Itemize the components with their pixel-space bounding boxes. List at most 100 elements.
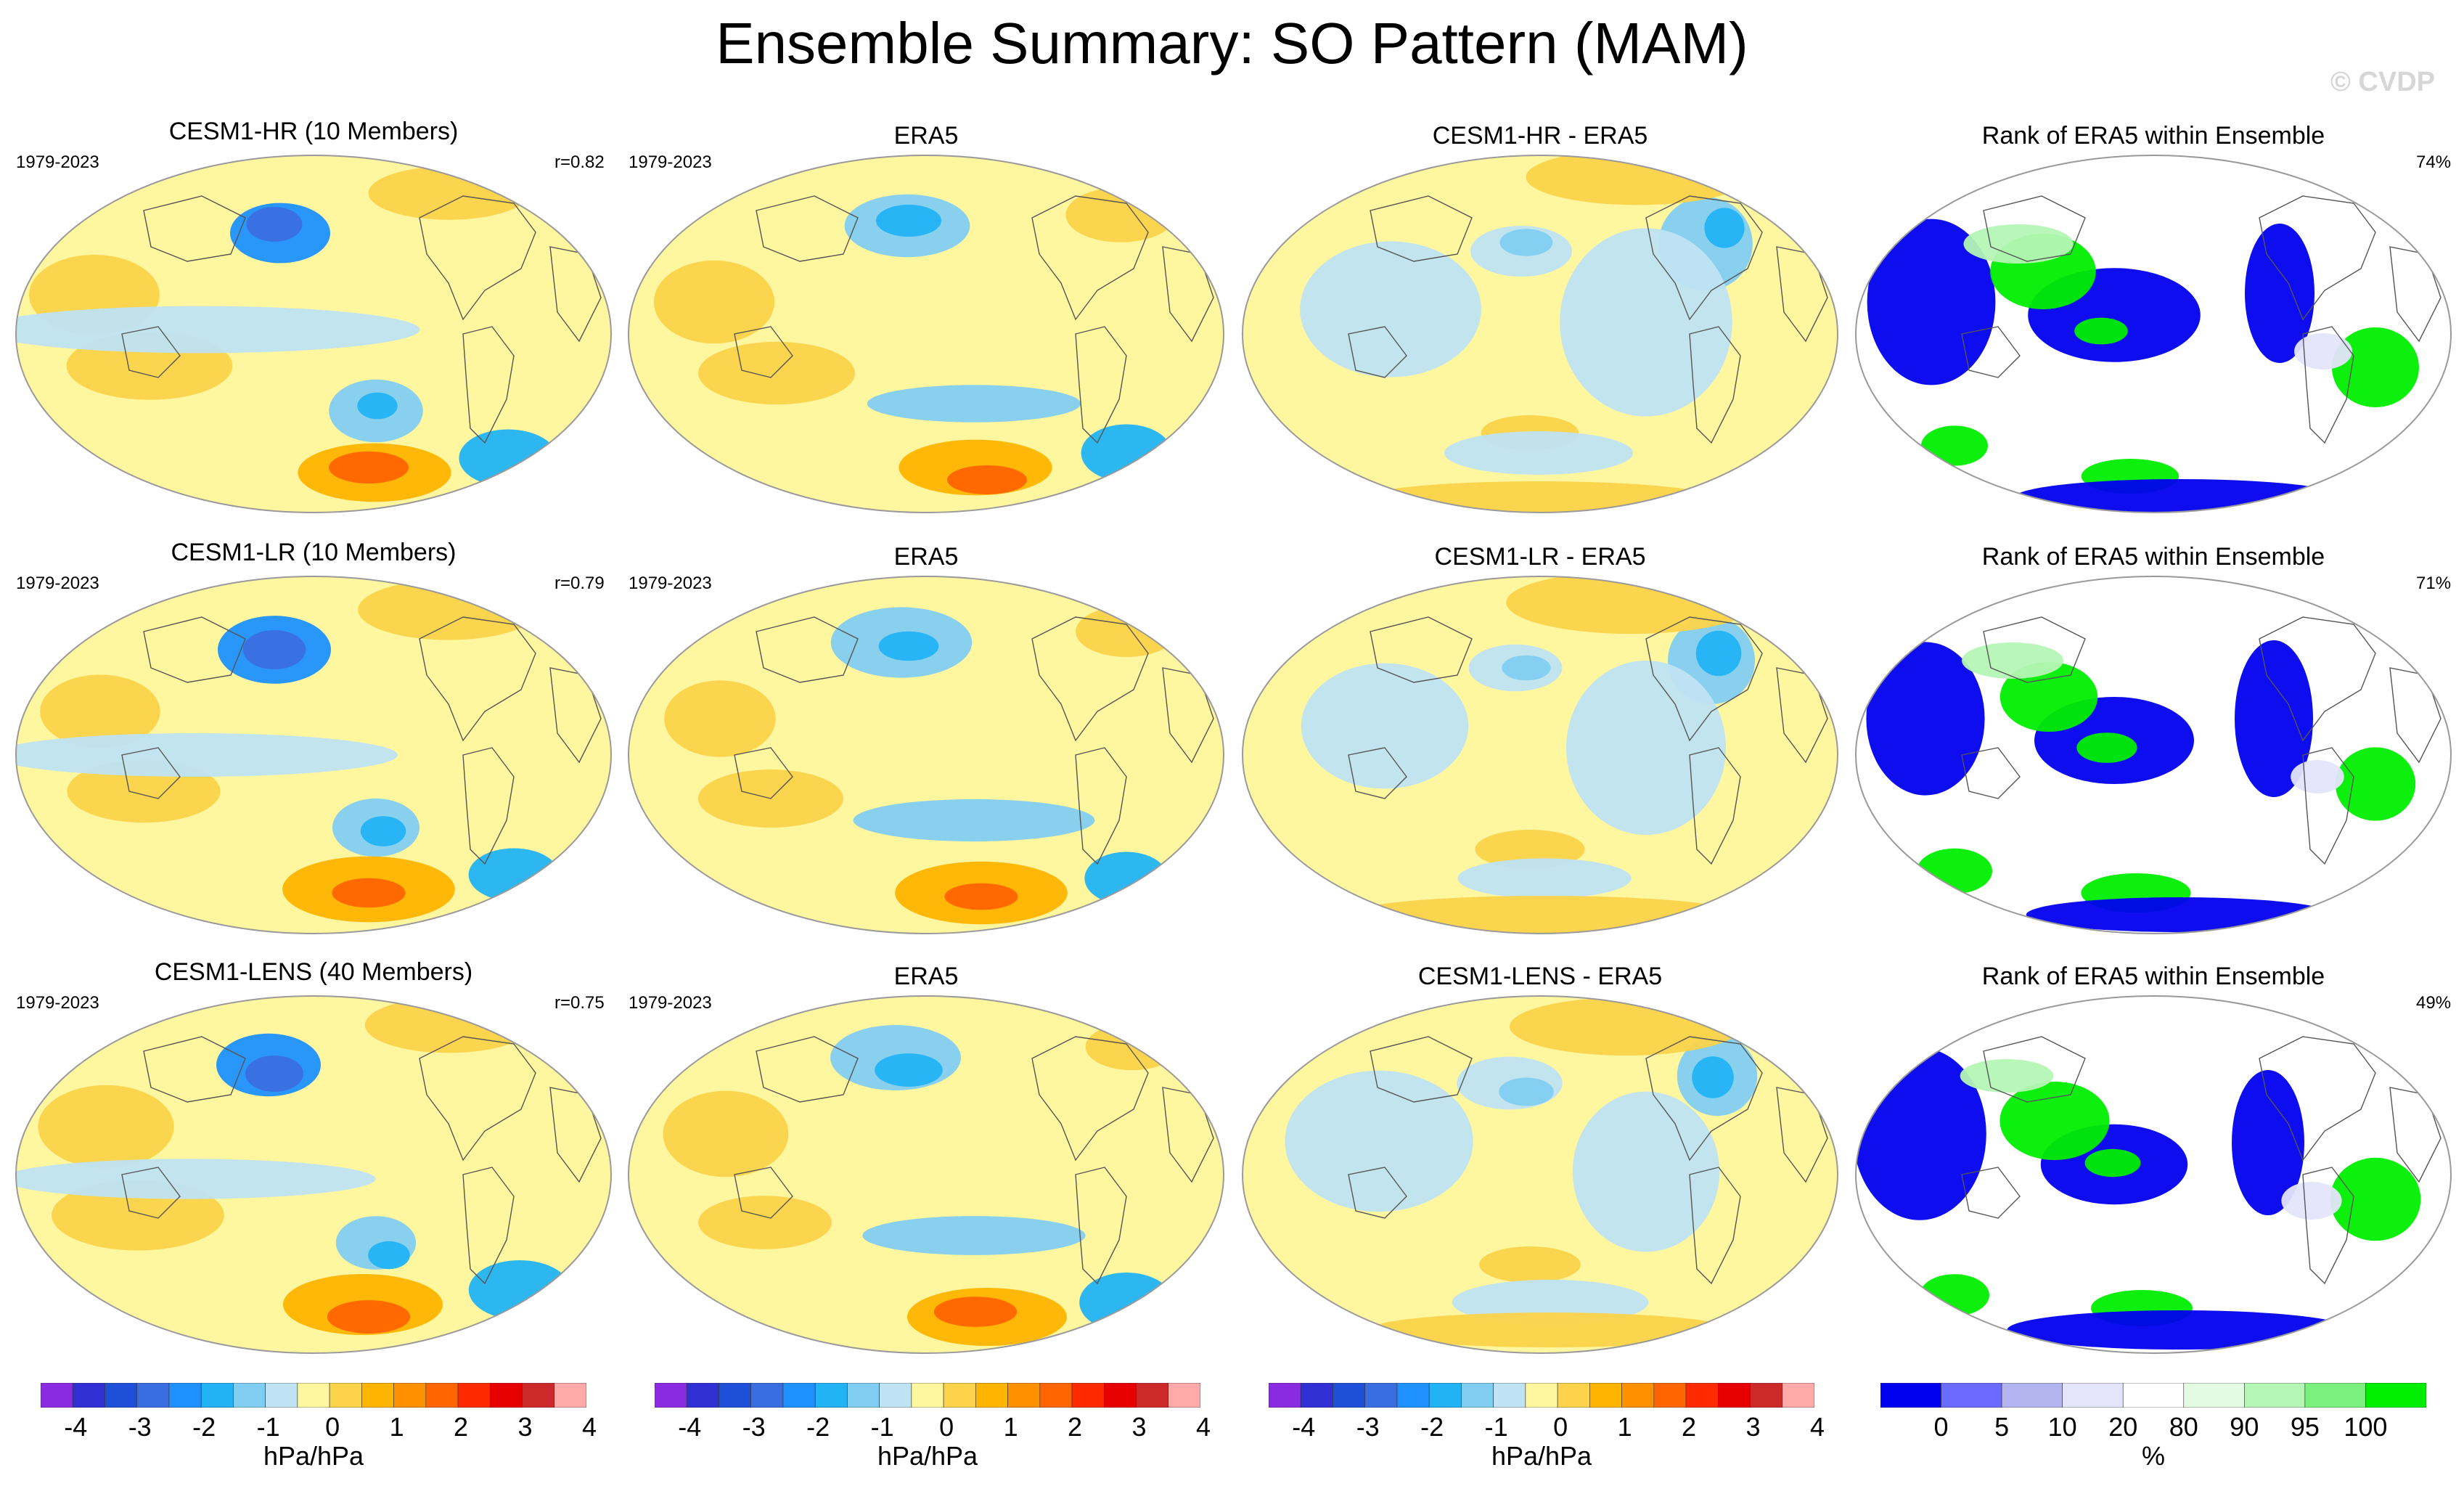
anomaly-region: [468, 848, 560, 902]
anomaly-region: [2335, 747, 2416, 821]
anomaly-region: [357, 392, 398, 420]
colorbar-swatch: [105, 1383, 138, 1408]
panel-title-model-row3: CESM1-LENS (40 Members): [154, 958, 473, 986]
colorbar-swatch: [457, 1383, 491, 1408]
colorbar-tick-label: 0: [325, 1412, 340, 1442]
coastline: [2302, 1167, 2354, 1285]
panel-title-rank-row2: Rank of ERA5 within Ensemble: [1981, 543, 2325, 571]
colorbar-swatch: [425, 1383, 459, 1408]
anomaly-region: [1301, 663, 1469, 789]
colorbar-tick-label: 0: [1553, 1412, 1568, 1442]
watermark: © CVDP: [2330, 67, 2435, 97]
anomaly-region: [1695, 630, 1742, 677]
anomaly-region: [2245, 224, 2314, 363]
coastline: [1689, 326, 1741, 444]
colorbar-rank: [1880, 1383, 2426, 1408]
period-label: 1979-2023: [16, 573, 99, 593]
anomaly-region: [853, 799, 1095, 842]
anomaly-region: [1499, 229, 1553, 256]
colorbar-swatch: [1557, 1383, 1590, 1408]
coastline: [419, 616, 536, 742]
coastline: [1348, 1167, 1407, 1219]
colorbar-tick-label: 3: [517, 1412, 533, 1442]
colorbar-tick-label: 5: [1994, 1412, 2010, 1442]
panel-title-model-row1: CESM1-HR (10 Members): [168, 118, 459, 145]
period-label: 1979-2023: [16, 993, 99, 1013]
colorbar-hpa-3: [1269, 1383, 1814, 1408]
colorbar-swatch: [1685, 1383, 1719, 1408]
colorbar-tick-label: 3: [1131, 1412, 1147, 1442]
coastline: [2259, 616, 2376, 742]
anomaly-region: [1920, 1274, 1989, 1316]
anomaly-region: [1692, 1056, 1734, 1098]
colorbar-swatch: [2062, 1383, 2124, 1408]
anomaly-region: [360, 816, 406, 846]
coastline: [462, 1167, 515, 1285]
anomaly-region: [1704, 208, 1745, 248]
anomaly-region: [2332, 327, 2419, 407]
colorbar-swatch: [393, 1383, 427, 1408]
anomaly-region: [1962, 642, 2063, 679]
anomaly-region: [1457, 858, 1632, 899]
anomaly-region: [332, 878, 406, 908]
coastline: [1370, 1036, 1473, 1103]
colorbar-tick-label: 2: [1682, 1412, 1697, 1442]
anomaly-region: [1572, 1091, 1720, 1252]
anomaly-region: [16, 306, 420, 354]
colorbar-swatch: [265, 1383, 298, 1408]
colorbar-swatch: [489, 1383, 523, 1408]
coastline: [1689, 747, 1741, 865]
colorbar-swatch: [41, 1383, 73, 1408]
anomaly-region: [933, 1297, 1018, 1327]
anomaly-region: [2294, 333, 2352, 370]
coastline: [143, 616, 246, 683]
colorbar-tick-label: -4: [1292, 1412, 1316, 1442]
map-rank-row3: [1855, 995, 2452, 1354]
anomaly-region: [1084, 852, 1168, 905]
colorbar-tick-label: -4: [678, 1412, 702, 1442]
anomaly-region: [1560, 228, 1732, 417]
coastline: [2302, 326, 2354, 444]
panel-title-rank-row3: Rank of ERA5 within Ensemble: [1981, 963, 2325, 990]
globe-outline: [1242, 576, 1838, 934]
page-title: Ensemble Summary: SO Pattern (MAM): [716, 11, 1748, 75]
colorbar-swatch: [72, 1383, 105, 1408]
anomaly-region: [242, 630, 306, 669]
coastline: [462, 747, 515, 865]
colorbar-swatch: [1300, 1383, 1333, 1408]
colorbar-swatch: [1589, 1383, 1622, 1408]
colorbar-swatch: [1750, 1383, 1783, 1408]
coastline: [734, 326, 793, 378]
colorbar-swatch: [1461, 1383, 1494, 1408]
anomaly-region: [663, 1090, 789, 1177]
pattern-correlation: r=0.79: [554, 573, 605, 593]
coastline: [756, 195, 859, 262]
colorbar-swatch: [1168, 1383, 1200, 1408]
colorbar-swatch: [1525, 1383, 1558, 1408]
colorbar-tick-label: 1: [1003, 1412, 1018, 1442]
globe-outline: [15, 155, 612, 513]
colorbar-swatch: [522, 1383, 555, 1408]
globe-outline: [1855, 576, 2452, 934]
period-label: 1979-2023: [16, 152, 99, 172]
anomaly-region: [1960, 1059, 2054, 1093]
coastline: [1645, 616, 1763, 742]
anomaly-region: [1566, 661, 1726, 835]
colorbar-swatch: [975, 1383, 1008, 1408]
panel-title-obs-row3: ERA5: [893, 963, 959, 990]
anomaly-region: [245, 1056, 303, 1092]
colorbar-tick-label: -4: [64, 1412, 88, 1442]
colorbar-swatch: [136, 1383, 170, 1408]
map-diff-row1: [1242, 155, 1838, 513]
anomaly-region: [1444, 431, 1633, 475]
colorbar-units: hPa/hPa: [1491, 1441, 1592, 1471]
coastline: [121, 747, 181, 799]
globe-outline: [1855, 155, 2452, 513]
anomaly-region: [38, 1085, 174, 1169]
colorbar-swatch: [1333, 1383, 1366, 1408]
colorbar-swatch: [2122, 1383, 2185, 1408]
colorbar-units: hPa/hPa: [877, 1441, 978, 1471]
colorbar-swatch: [200, 1383, 234, 1408]
coastline: [121, 326, 181, 378]
colorbar-tick-label: 4: [1809, 1412, 1825, 1442]
